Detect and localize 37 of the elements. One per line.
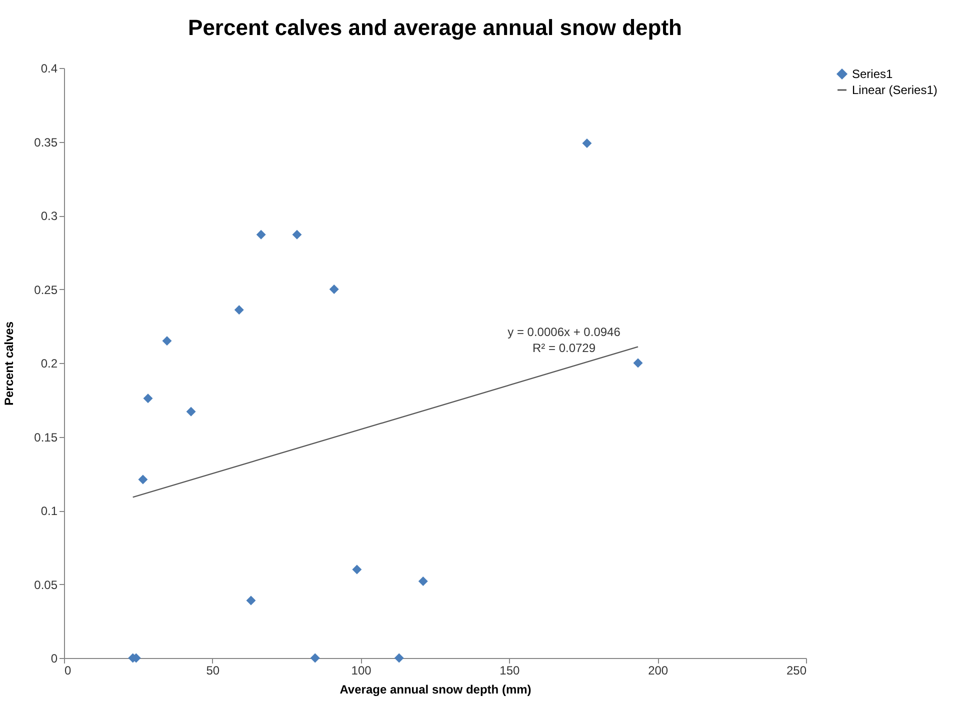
point <box>143 394 153 404</box>
x-tick-label: 50 <box>206 664 220 678</box>
annotation: R² = 0.0729 <box>532 341 596 355</box>
y-tick-label: 0.05 <box>34 578 58 592</box>
y-axis-title: Percent calves <box>2 321 16 406</box>
y-tick-label: 0.4 <box>40 62 58 76</box>
y-tick-label: 0.15 <box>34 430 58 444</box>
y-tick-label: 0.2 <box>40 356 58 370</box>
point <box>256 230 266 240</box>
y-tick-label: 0 <box>50 652 58 666</box>
point <box>394 653 404 663</box>
point <box>186 406 196 416</box>
point <box>582 138 592 148</box>
legend-label: Linear (Series1) <box>852 83 938 97</box>
point <box>138 474 148 484</box>
y-tick-label: 0.3 <box>40 209 58 223</box>
point <box>310 653 320 663</box>
point <box>352 564 362 574</box>
y-tick-label: 0.25 <box>34 282 58 297</box>
point <box>246 596 256 606</box>
point <box>418 576 428 586</box>
point <box>292 230 302 240</box>
y-tick-label: 0.1 <box>40 504 58 518</box>
annotation: y = 0.0006x + 0.0946 <box>508 325 621 339</box>
y-tick-label: 0.35 <box>34 135 58 150</box>
point <box>234 305 244 315</box>
x-tick-label: 0 <box>64 664 72 678</box>
legend-label: Series1 <box>852 67 894 81</box>
point <box>633 358 643 368</box>
x-axis-title: Average annual snow depth (mm) <box>340 682 532 696</box>
point <box>162 336 172 346</box>
x-tick-label: 100 <box>351 664 372 678</box>
x-tick-label: 200 <box>648 664 668 678</box>
point <box>329 284 339 294</box>
x-tick-label: 250 <box>786 664 807 678</box>
chart-title: Percent calves and average annual snow depth <box>188 15 682 40</box>
x-tick-label: 150 <box>500 664 520 678</box>
